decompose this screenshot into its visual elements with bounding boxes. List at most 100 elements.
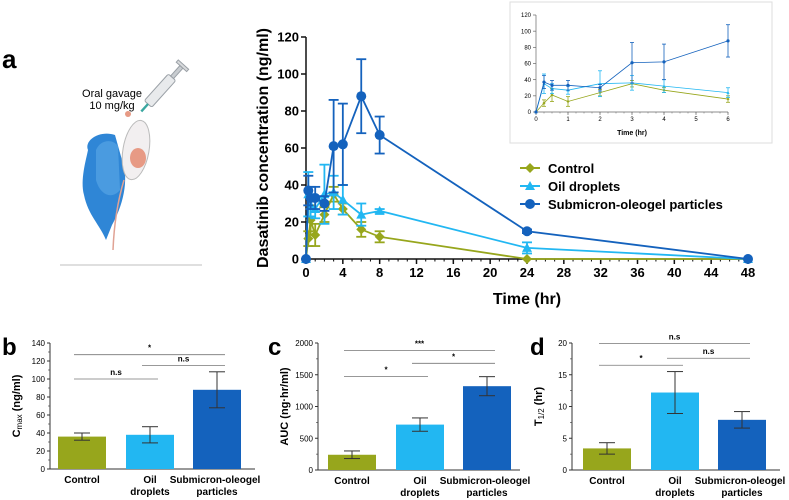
data-point (743, 254, 753, 264)
y-axis-label-main: C (11, 429, 23, 437)
inset-frame (509, 1, 773, 144)
x-tick-label: 20 (483, 265, 497, 280)
y-tick-label: 80 (36, 393, 45, 402)
y-tick-label: 1500 (295, 371, 313, 380)
y-tick-label: 40 (36, 429, 45, 438)
y-tick-label: 20 (524, 94, 531, 100)
y-axis-label-sub: 1/2 (537, 408, 546, 420)
category-label: particles (196, 487, 238, 498)
data-point (337, 194, 348, 204)
category-label: Submicron-oleogel (440, 476, 531, 487)
data-point (337, 139, 348, 150)
y-tick-label: 100 (521, 29, 532, 35)
x-tick-label: 28 (557, 265, 571, 280)
data-point (542, 101, 546, 105)
data-point (522, 242, 532, 252)
data-point (522, 254, 532, 264)
data-point (550, 83, 554, 87)
dose-caption-line1: Oral gavage (82, 88, 142, 100)
y-tick-label: 40 (524, 78, 531, 84)
legend-marker (525, 163, 535, 173)
x-tick-label: 6 (726, 117, 730, 123)
y-axis-label-unit: (hr) (533, 387, 545, 409)
data-point (301, 254, 311, 264)
y-tick-label: 500 (300, 434, 314, 443)
x-tick-label: 44 (704, 265, 719, 280)
x-tick-label: 2 (598, 117, 602, 123)
y-axis-label-main: T (533, 419, 545, 426)
y-tick-label: 60 (524, 62, 531, 68)
data-point (598, 86, 602, 90)
y-axis-label-main: AUC (ng·hr/ml) (279, 367, 291, 446)
y-tick-label: 10 (558, 403, 567, 412)
series-line (535, 83, 729, 113)
data-point (726, 91, 730, 94)
significance-label: n.s (669, 333, 681, 342)
significance-label: * (452, 352, 456, 361)
y-tick-label: 0 (528, 110, 532, 116)
y-tick-label: 2000 (295, 339, 313, 348)
bar (463, 386, 511, 470)
data-point (374, 130, 385, 141)
y-tick-label: 15 (558, 371, 567, 380)
data-point (356, 224, 367, 235)
category-label: droplets (400, 488, 440, 499)
bar (396, 424, 444, 470)
x-tick-label: 32 (593, 265, 607, 280)
series-1 (301, 163, 753, 263)
category-label: particles (466, 488, 508, 499)
data-point (566, 83, 570, 87)
y-tick-label: 120 (277, 30, 299, 45)
data-point (356, 91, 367, 102)
y-tick-label: 120 (32, 357, 46, 366)
panel-letter-a: a (2, 44, 17, 74)
category-label: Oil (143, 475, 157, 486)
legend-marker (525, 199, 535, 209)
category-label: Submicron-oleogel (170, 475, 261, 486)
x-tick-label: 16 (446, 265, 460, 280)
significance-label: n.s (703, 347, 715, 356)
data-point (726, 39, 730, 43)
line-chart-main: 0 4 8 12 16 20 24 28 32 36 40 44 48020406080100120Ti… (255, 28, 755, 308)
significance-label: * (384, 366, 388, 375)
legend-label: Oil droplets (548, 179, 620, 194)
data-point (522, 226, 532, 237)
y-tick-label: 40 (285, 178, 299, 193)
data-point (630, 61, 634, 65)
data-point (356, 209, 367, 219)
y-tick-label: 60 (36, 411, 45, 420)
legend-marker (525, 181, 535, 190)
y-tick-label: 1000 (295, 403, 313, 412)
y-tick-label: 60 (285, 141, 299, 156)
x-tick-label: 48 (741, 265, 755, 280)
data-point (566, 99, 570, 104)
data-point (726, 97, 730, 101)
x-tick-label: 0 (534, 117, 538, 123)
series-2 (534, 24, 730, 114)
data-point (310, 229, 321, 240)
category-label: Control (334, 476, 370, 487)
y-axis-label-sub: max (15, 414, 24, 429)
y-tick-label: 0 (292, 252, 299, 267)
data-point (662, 60, 666, 64)
x-tick-label: 1 (566, 117, 570, 123)
bar-chart-c: c 0 500 1000 1500 2000 AUC (ng·hr/ml) Control Oi… (268, 334, 531, 499)
legend-item: Oil droplets (520, 179, 620, 194)
legend-item: Submicron-oleogel particles (520, 197, 723, 212)
category-label: Control (64, 475, 100, 486)
x-tick-label: 36 (630, 265, 644, 280)
panel-letter-b: b (2, 334, 17, 361)
data-point (662, 84, 666, 88)
bar-chart-b: b 0 20 40 60 80 100 120 140 Cmax (ng/ml) Control Oi… (2, 334, 261, 498)
dose-caption-line2: 10 mg/kg (89, 100, 134, 112)
significance-label: * (639, 354, 643, 363)
panel-letter-d: d (530, 334, 545, 361)
category-label: droplets (130, 487, 170, 498)
data-point (374, 231, 385, 242)
category-label: Control (589, 476, 625, 487)
data-point (310, 192, 321, 203)
y-tick-label: 80 (524, 45, 531, 51)
data-point (542, 80, 546, 84)
data-point (319, 198, 330, 209)
y-axis-label: Cmax (ng/ml) (11, 374, 24, 437)
